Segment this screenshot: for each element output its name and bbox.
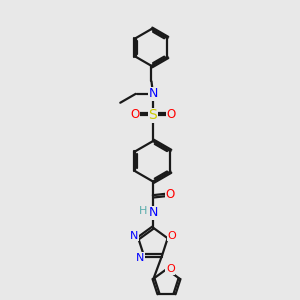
Text: O: O <box>166 188 175 201</box>
Text: O: O <box>130 107 140 121</box>
Text: N: N <box>136 253 144 263</box>
Text: O: O <box>166 264 175 274</box>
Text: N: N <box>148 206 158 219</box>
Text: O: O <box>166 107 176 121</box>
Text: H: H <box>139 206 148 216</box>
Text: N: N <box>148 87 158 100</box>
Text: O: O <box>167 231 176 241</box>
Text: N: N <box>130 231 139 241</box>
Text: S: S <box>148 108 157 122</box>
